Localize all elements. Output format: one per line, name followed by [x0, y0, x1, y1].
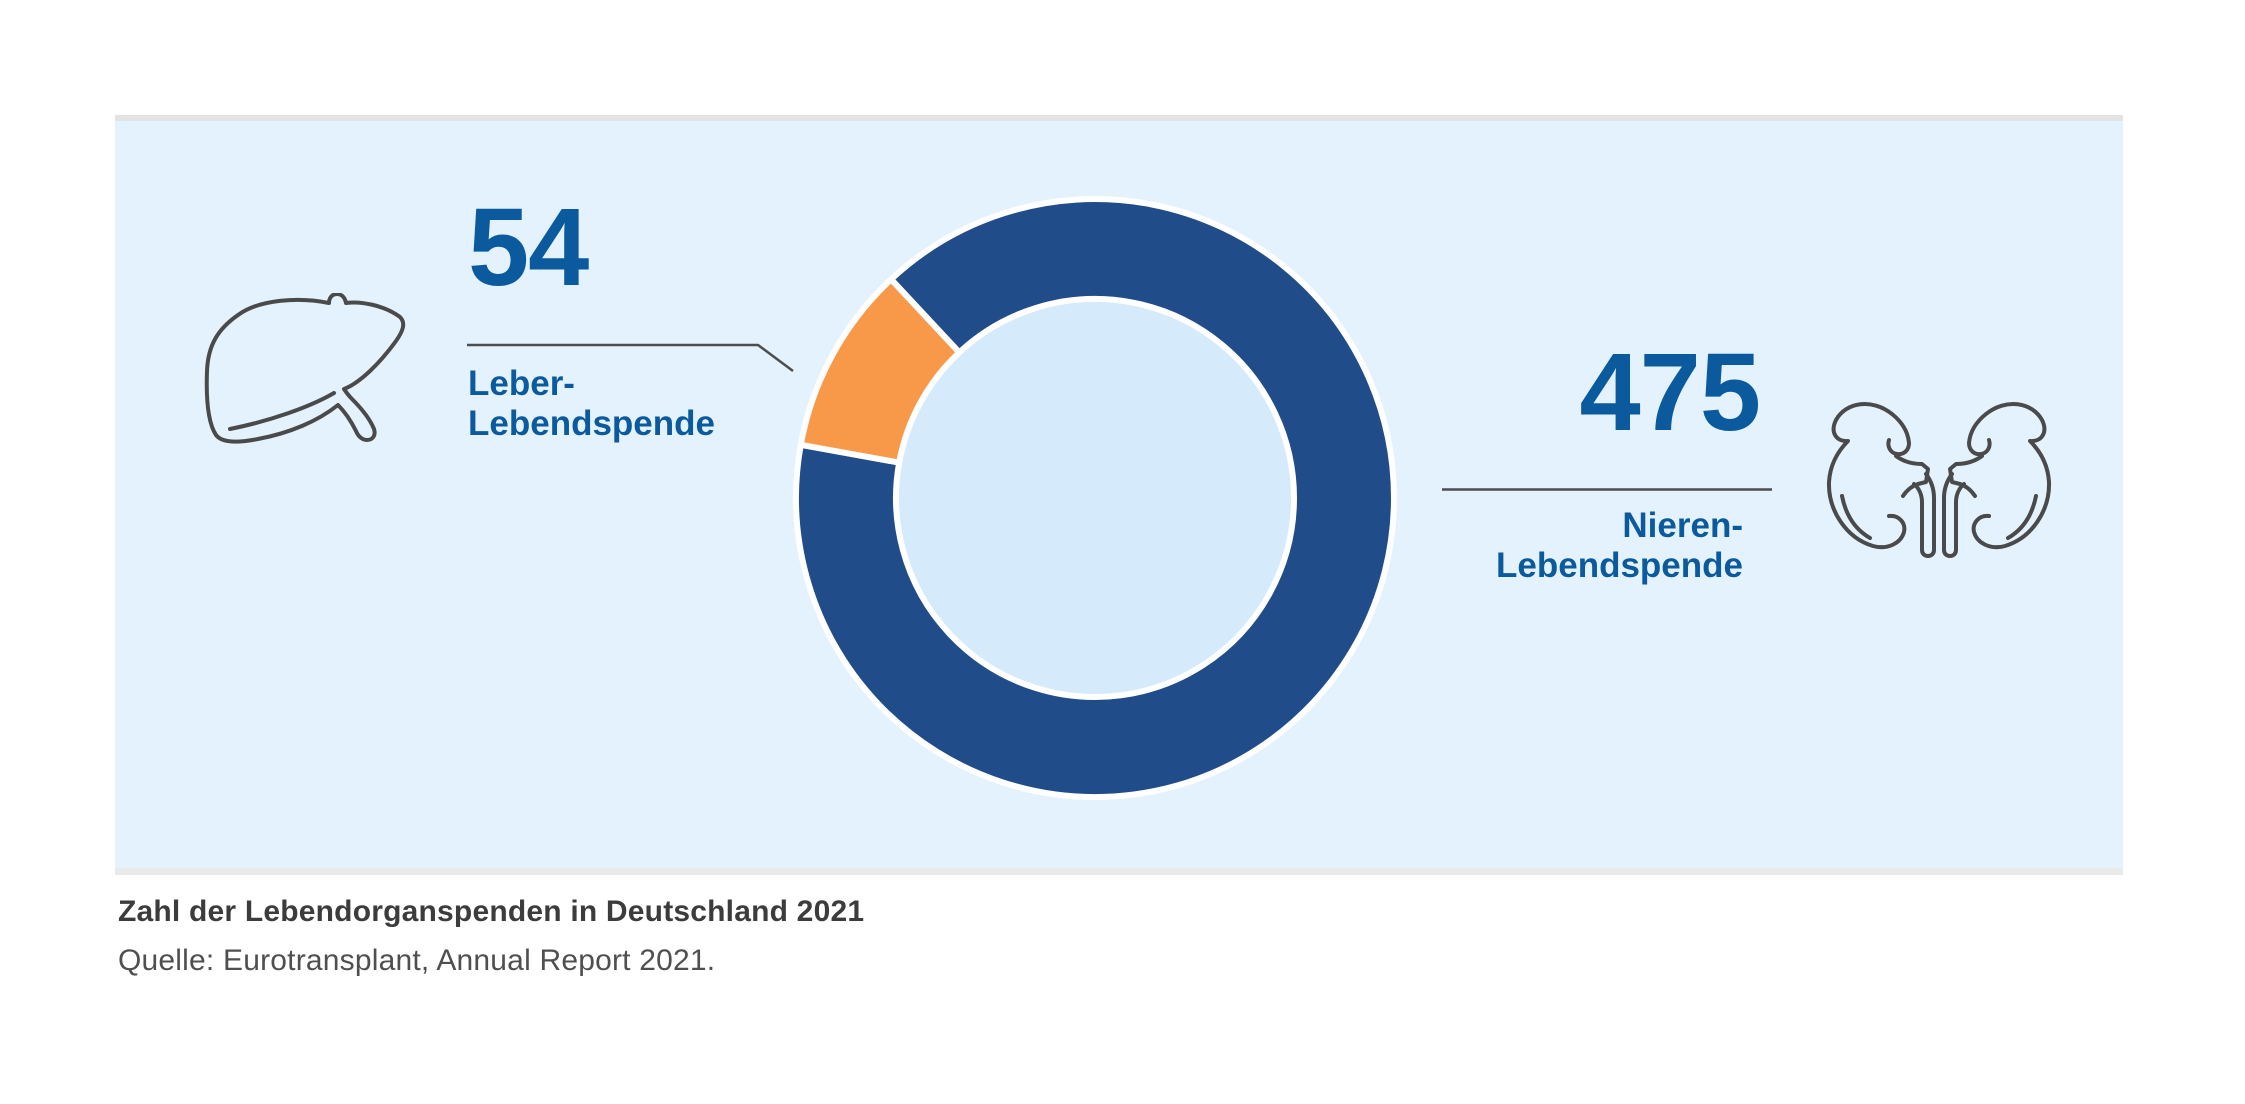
kidney-right [1942, 401, 2052, 558]
kidney-left [1826, 401, 1936, 558]
kidney-label-line1: Nieren- [1622, 506, 1743, 545]
donut-hole [896, 299, 1294, 697]
liver-label-line2: Lebendspende [468, 404, 715, 443]
chart-caption-title: Zahl der Lebendorganspenden in Deutschla… [118, 895, 865, 928]
donut-segment-0 [793, 196, 1397, 800]
chart-caption-source: Quelle: Eurotransplant, Annual Report 20… [118, 944, 716, 977]
donut-chart [793, 196, 1397, 800]
liver-donations-value: 54 [468, 186, 589, 309]
kidney-donations-value: 475 [1579, 331, 1761, 454]
kidney-label-line2: Lebendspende [1496, 546, 1743, 585]
donut-segment-1 [797, 276, 963, 466]
liver-icon [204, 293, 406, 444]
liver-leader-line [467, 343, 794, 373]
liver-donations-label: Leber- Lebendspende [468, 364, 715, 444]
liver-label-line1: Leber- [468, 364, 575, 403]
kidney-donations-label: Nieren- Lebendspende [1343, 506, 1743, 586]
kidneys-icon [1826, 401, 2052, 558]
